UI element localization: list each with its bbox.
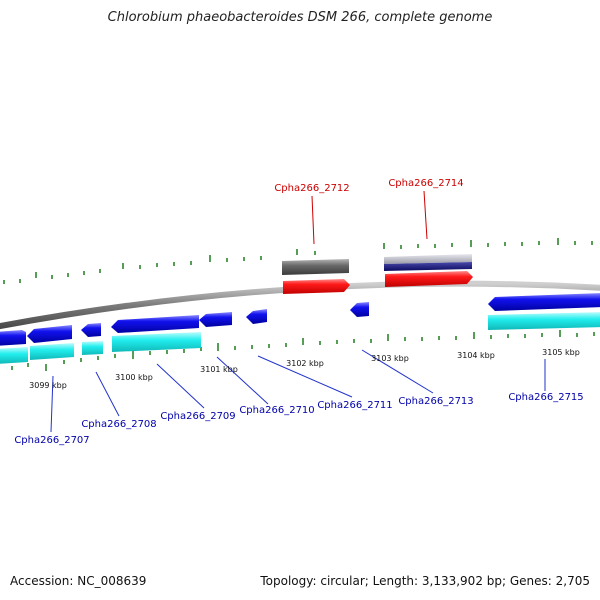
cds-arrow-cpha266-2708 xyxy=(27,325,72,343)
gene-bar-cpha266-2708 xyxy=(30,343,74,360)
cds-arrow-cpha266-2709a xyxy=(81,323,101,337)
reverse-leader-lines xyxy=(50,349,546,433)
cds-arrow-cpha266-2709 xyxy=(111,315,199,333)
kbp-label: 3103 kbp xyxy=(371,354,409,363)
cds-arrow-cpha266-2710 xyxy=(199,312,232,327)
gene-label-cpha266-2710: Cpha266_2710 xyxy=(239,405,314,416)
cds-arrow-cpha266-2711 xyxy=(246,309,267,324)
kbp-label: 3099 kbp xyxy=(29,381,67,390)
forward-strand-features xyxy=(282,254,473,294)
forward-gene-labels: Cpha266_2712 Cpha266_2714 xyxy=(274,178,463,194)
kbp-label: 3102 kbp xyxy=(286,359,324,368)
gene-label-cpha266-2712: Cpha266_2712 xyxy=(274,183,349,194)
gene-label-cpha266-2715: Cpha266_2715 xyxy=(508,392,583,403)
kbp-labels: 3099 kbp 3100 kbp 3101 kbp 3102 kbp 3103… xyxy=(29,348,580,390)
kbp-label: 3101 kbp xyxy=(200,365,238,374)
reverse-strand-features xyxy=(0,293,600,364)
kbp-label: 3104 kbp xyxy=(457,351,495,360)
cds-arrow-cpha266-2712 xyxy=(283,279,350,294)
genome-summary-text: Topology: circular; Length: 3,133,902 bp… xyxy=(260,574,590,588)
gene-label-cpha266-2707: Cpha266_2707 xyxy=(14,435,89,446)
reverse-gene-labels: Cpha266_2707 Cpha266_2708 Cpha266_2709 C… xyxy=(14,392,583,446)
gene-label-cpha266-2708: Cpha266_2708 xyxy=(81,419,156,430)
gene-label-cpha266-2709: Cpha266_2709 xyxy=(160,411,235,422)
gene-label-cpha266-2713: Cpha266_2713 xyxy=(398,396,473,407)
outer-tick-ring xyxy=(3,238,593,284)
kbp-label: 3105 kbp xyxy=(542,348,580,357)
gene-label-cpha266-2714: Cpha266_2714 xyxy=(388,178,463,189)
gene-label-cpha266-2711: Cpha266_2711 xyxy=(317,400,392,411)
cds-arrow-cpha266-2707 xyxy=(0,330,26,346)
gene-bar-cpha266-2712 xyxy=(282,259,349,275)
cds-arrow-cpha266-2714 xyxy=(385,271,473,287)
page-title: Chlorobium phaeobacteroides DSM 266, com… xyxy=(107,10,493,25)
gene-bar-cpha266-2714-dark xyxy=(384,262,472,271)
gene-bar-cpha266-2709a xyxy=(82,341,103,355)
gene-bar-cpha266-2715 xyxy=(488,312,600,330)
gene-bar-cpha266-2709 xyxy=(112,332,201,352)
cds-arrow-cpha266-2715 xyxy=(488,293,600,311)
cds-arrow-cpha266-2713 xyxy=(350,302,369,317)
gene-bar-cpha266-2707 xyxy=(0,347,28,364)
kbp-label: 3100 kbp xyxy=(115,373,153,382)
gene-bar-cpha266-2714-light xyxy=(384,254,472,264)
forward-leader-lines xyxy=(311,190,428,245)
accession-text: Accession: NC_008639 xyxy=(10,574,147,588)
